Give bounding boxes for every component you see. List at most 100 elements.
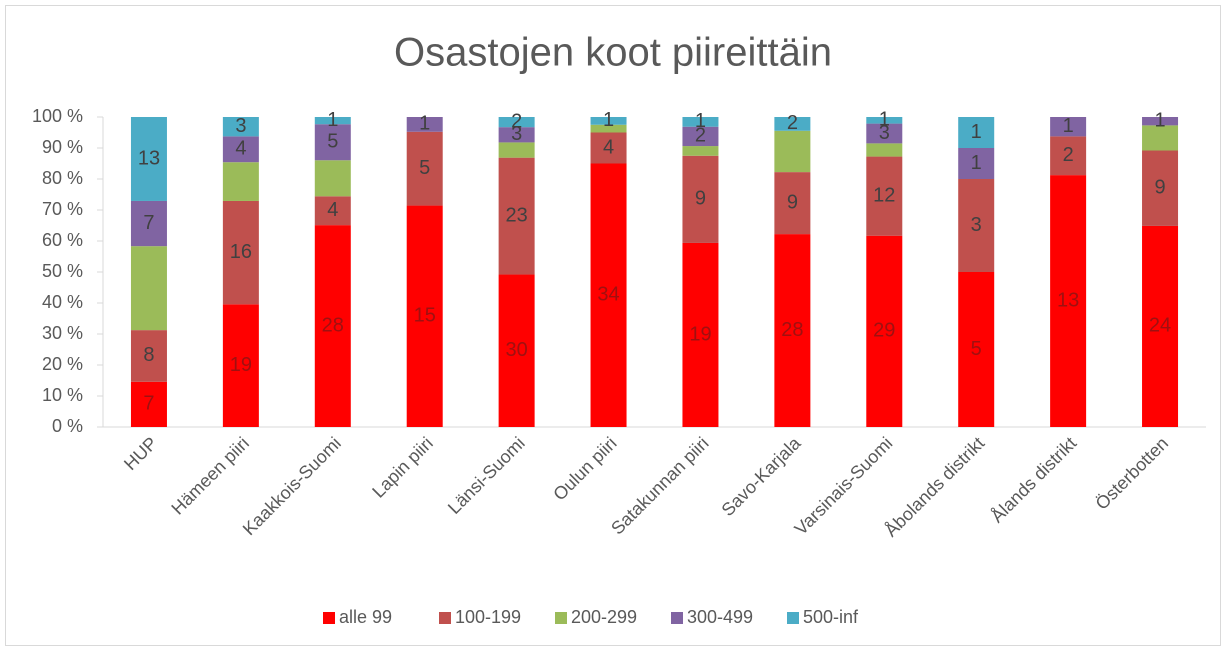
bar-segment [958,179,995,272]
data-label: 2 [787,112,798,134]
data-label: 19 [230,354,252,376]
data-label: 5 [419,157,430,179]
bar-segment [866,117,903,124]
data-label: 2 [695,125,706,147]
bar-segment [682,146,719,156]
data-label: 4 [327,199,338,221]
y-tick-label: 40 % [42,292,83,312]
bar-segment [866,123,903,144]
bar-segment [590,117,627,125]
legend-swatch [555,612,567,624]
legend-swatch [439,612,451,624]
legend-label: 100-199 [455,607,521,627]
data-label: 7 [143,393,154,415]
data-label: 1 [695,110,706,132]
legend-swatch [671,612,683,624]
data-label: 1 [327,109,338,131]
bar-segment [774,117,811,131]
bar-segment [222,136,259,163]
bar-segment [866,156,903,236]
data-label: 30 [506,339,528,361]
y-tick-label: 0 % [52,416,83,436]
bar-segment [1142,117,1179,126]
bar-segment [1050,175,1087,427]
bar-segment [314,196,351,226]
bar-segment [1050,136,1087,176]
bar-segment [314,225,351,427]
data-label: 7 [143,212,154,234]
data-label: 16 [230,241,252,263]
data-label: 1 [879,109,890,131]
data-label: 1 [1154,109,1165,131]
data-label: 28 [322,314,344,336]
bar-segment [1142,150,1179,226]
chart-title: Osastojen koot piireittäin [394,31,832,75]
bar-segment [222,162,259,201]
bar-segment [682,117,719,127]
legend-label: 300-499 [687,607,753,627]
legend-swatch [787,612,799,624]
y-tick-label: 30 % [42,323,83,343]
bar-segment [222,200,259,305]
y-tick-label: 100 % [32,106,83,126]
data-label: 9 [695,188,706,210]
bar-segment [314,117,351,125]
bar-segment [590,124,627,133]
data-label: 1 [603,109,614,131]
data-label: 1 [971,121,982,143]
data-label: 1 [419,113,430,135]
bar-segment [958,117,995,148]
bar-segment [866,235,903,427]
data-label: 13 [1057,289,1079,311]
data-label: 5 [971,338,982,360]
data-label: 34 [597,284,619,306]
legend-swatch [323,612,335,624]
bar-segment [682,126,719,147]
data-label: 3 [971,214,982,236]
bar-segment [682,155,719,243]
data-label: 29 [873,320,895,342]
y-tick-label: 70 % [42,199,83,219]
data-label: 1 [1063,115,1074,137]
bar-segment [130,246,167,331]
bar-segment [774,234,811,427]
data-label: 13 [138,147,160,169]
data-label: 15 [414,305,436,327]
bar-segment [406,205,443,427]
y-tick-label: 50 % [42,261,83,281]
y-tick-label: 80 % [42,168,83,188]
y-tick-label: 10 % [42,385,83,405]
bar-segment [958,272,995,427]
bar-segment [314,124,351,161]
bar-segment [498,117,535,128]
bar-segment [498,142,535,158]
y-tick-label: 20 % [42,354,83,374]
bar-segment [406,117,443,132]
y-tick-label: 60 % [42,230,83,250]
data-label: 8 [143,344,154,366]
bar-segment [590,163,627,427]
data-label: 23 [506,204,528,226]
data-label: 4 [603,136,614,158]
bar-segment [1142,225,1179,427]
bar-segment [866,143,903,157]
bar-segment [682,242,719,427]
data-label: 4 [235,138,246,160]
legend-label: 500-inf [803,607,859,627]
data-label: 5 [327,131,338,153]
bar-segment [130,200,167,247]
bar-segment [314,160,351,197]
legend-label: 200-299 [571,607,637,627]
data-label: 28 [781,319,803,341]
bar-segment [774,130,811,173]
bar-segment [222,117,259,137]
bar-segment [130,330,167,382]
bar-segment [1142,125,1179,151]
bar-segment [130,381,167,427]
data-label: 3 [879,122,890,144]
data-label: 3 [511,123,522,145]
bar-segment [1050,117,1087,137]
data-label: 2 [1063,144,1074,166]
